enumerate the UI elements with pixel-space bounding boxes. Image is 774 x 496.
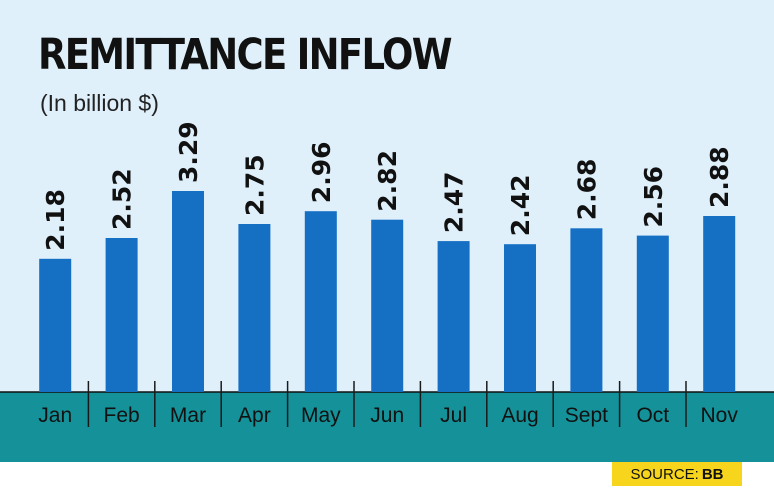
bar-aug: [504, 244, 536, 392]
bar-jan: [39, 258, 72, 392]
value-labels-layer: 2.18 2.52 3.29 2.75 2.96 2.82 2.47 2.42 2.68 2.56…: [41, 121, 734, 250]
value-label-jul: 2.47: [440, 171, 469, 233]
bars-layer: [39, 191, 736, 392]
chart-subtitle: (In billion $): [40, 90, 159, 116]
category-label-oct: Oct: [636, 404, 669, 427]
category-label-apr: Apr: [238, 404, 271, 427]
bar-nov: [703, 216, 736, 392]
bar-oct: [636, 235, 669, 392]
value-label-nov: 2.88: [705, 146, 734, 208]
chart-title: REMITTANCE INFLOW: [38, 30, 452, 80]
value-label-apr: 2.75: [240, 154, 269, 216]
value-label-jun: 2.82: [373, 150, 402, 212]
bar-sept: [570, 228, 603, 392]
category-label-sept: Sept: [565, 404, 608, 427]
category-label-jan: Jan: [38, 404, 72, 427]
bar-jun: [371, 219, 404, 392]
source-badge: SOURCE: BB: [612, 462, 742, 486]
axis-band: [0, 392, 774, 462]
bar-feb: [105, 238, 138, 392]
bar-apr: [238, 224, 271, 392]
source-value: BB: [701, 465, 724, 483]
value-label-may: 2.96: [307, 142, 336, 204]
value-label-feb: 2.52: [108, 168, 137, 230]
bar-may: [304, 211, 337, 392]
value-label-mar: 3.29: [174, 121, 203, 183]
category-label-may: May: [301, 404, 341, 427]
category-labels-layer: Jan Feb Mar Apr May Jun Jul Aug Sept Oct Nov: [38, 404, 738, 427]
value-label-oct: 2.56: [639, 166, 668, 228]
bar-mar: [172, 191, 204, 392]
value-label-jan: 2.18: [41, 189, 70, 251]
category-label-mar: Mar: [170, 404, 206, 427]
tick-separators-layer: [87, 381, 687, 427]
bar-jul: [437, 241, 470, 392]
category-label-jun: Jun: [370, 404, 404, 427]
category-label-feb: Feb: [104, 404, 140, 427]
source-label: SOURCE:: [630, 465, 699, 483]
value-label-aug: 2.42: [506, 175, 535, 237]
value-label-sept: 2.68: [572, 159, 601, 221]
category-label-aug: Aug: [501, 404, 538, 427]
category-label-nov: Nov: [701, 404, 739, 427]
category-label-jul: Jul: [440, 404, 467, 427]
